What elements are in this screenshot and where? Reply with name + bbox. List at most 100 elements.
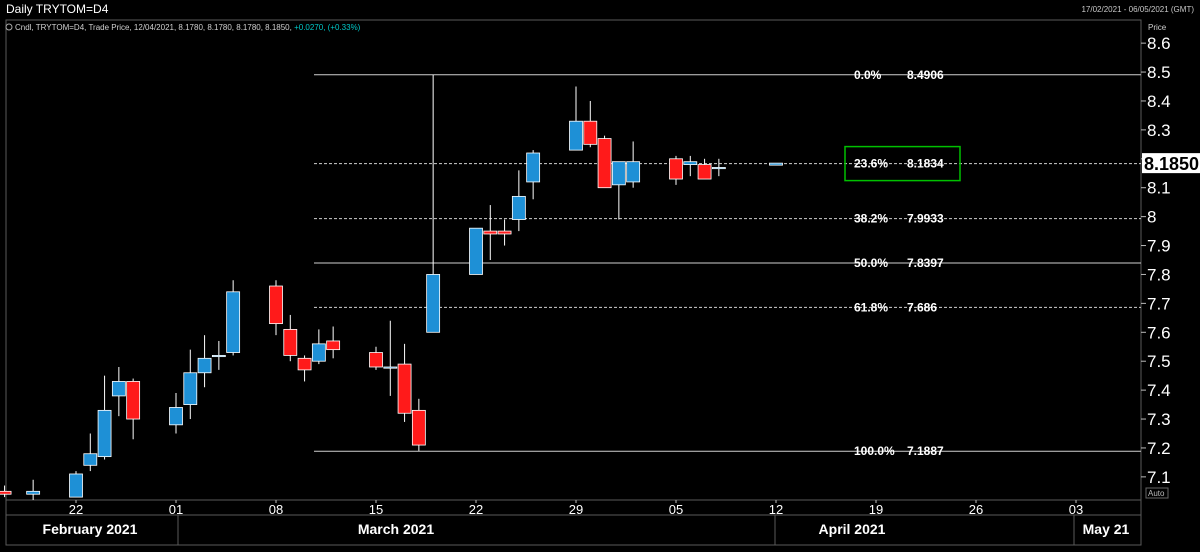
legend-icon xyxy=(5,23,13,31)
candle-body xyxy=(326,340,341,351)
candle[interactable] xyxy=(97,375,112,460)
day-tick-label: 29 xyxy=(569,502,583,517)
candle-body xyxy=(626,161,641,183)
candle-body xyxy=(369,352,383,368)
price-tick-label: 8 xyxy=(1147,208,1156,227)
month-label: March 2021 xyxy=(358,521,434,537)
candle[interactable] xyxy=(197,335,212,388)
candle-body xyxy=(426,274,441,333)
candle-body xyxy=(169,407,183,426)
price-tick-label: 7.9 xyxy=(1147,237,1171,256)
candle-body xyxy=(211,355,226,358)
day-tick-label: 12 xyxy=(769,502,783,517)
candle[interactable] xyxy=(411,398,426,451)
candle[interactable] xyxy=(526,150,541,200)
price-tick-label: 7.3 xyxy=(1147,410,1171,429)
legend-series-info: Cndl, TRYTOM=D4, Trade Price, 12/04/2021… xyxy=(15,23,294,32)
auto-label: Auto xyxy=(1148,489,1165,498)
candle-body xyxy=(111,381,126,397)
candle-body xyxy=(311,343,326,362)
candle[interactable] xyxy=(0,485,12,498)
candle[interactable] xyxy=(769,162,783,166)
candle[interactable] xyxy=(397,343,412,422)
candle[interactable] xyxy=(326,326,341,359)
candle[interactable] xyxy=(469,227,483,275)
month-label: April 2021 xyxy=(819,521,886,537)
day-tick-label: 05 xyxy=(669,502,683,517)
candle[interactable] xyxy=(69,471,83,498)
candle[interactable] xyxy=(183,349,198,420)
fib-level-label: 61.8% 7.686 xyxy=(854,300,937,314)
day-tick-label: 22 xyxy=(469,502,483,517)
price-axis[interactable]: 7.17.27.37.47.57.67.77.87.988.18.28.38.4… xyxy=(1141,34,1171,487)
candle-body xyxy=(383,366,398,369)
candle-body xyxy=(97,409,112,458)
candle-body xyxy=(569,120,583,151)
candle[interactable] xyxy=(83,433,98,472)
candle[interactable] xyxy=(483,205,498,260)
candle[interactable] xyxy=(426,74,441,333)
candle[interactable] xyxy=(597,135,612,189)
price-tick-label: 7.4 xyxy=(1147,381,1171,400)
candle[interactable] xyxy=(611,161,626,220)
candle[interactable] xyxy=(497,219,512,246)
candle[interactable] xyxy=(311,329,326,365)
price-axis-label: Price xyxy=(1148,23,1167,32)
candle[interactable] xyxy=(583,100,598,148)
price-tick-label: 8.1 xyxy=(1147,179,1171,198)
fibonacci-retracement[interactable]: 0.0% 8.4906 23.6% 8.1834 38.2% 7.9933 50.0% 7.8… xyxy=(314,68,1141,458)
price-tick-label: 7.7 xyxy=(1147,294,1171,313)
candles xyxy=(0,74,783,500)
candle-body xyxy=(197,357,212,374)
candle-body xyxy=(226,291,241,353)
month-label: May 21 xyxy=(1083,521,1130,537)
candle-body xyxy=(69,473,83,498)
price-tick-label: 7.8 xyxy=(1147,265,1171,284)
candle-body xyxy=(511,195,526,220)
price-tick-label: 7.5 xyxy=(1147,352,1171,371)
candle-body xyxy=(397,363,412,414)
candle[interactable] xyxy=(126,378,141,440)
candle[interactable] xyxy=(369,346,383,370)
fib-level-label: 0.0% 8.4906 xyxy=(854,68,944,82)
candle[interactable] xyxy=(297,355,312,382)
month-label: February 2021 xyxy=(43,521,138,537)
candle[interactable] xyxy=(511,170,526,232)
candle[interactable] xyxy=(697,158,712,180)
candle[interactable] xyxy=(711,158,726,177)
day-tick-label: 01 xyxy=(169,502,183,517)
date-range: 17/02/2021 - 06/05/2021 (GMT) xyxy=(1081,5,1194,14)
candle[interactable] xyxy=(169,393,183,434)
candle-body xyxy=(283,328,298,356)
time-axis[interactable]: 22 01 08 15 22 29 05 12 19 26 03 February 2021 March… xyxy=(43,500,1130,545)
month-axis-band xyxy=(5,514,1142,546)
candle[interactable] xyxy=(383,320,398,396)
candle[interactable] xyxy=(683,155,698,177)
candle-body xyxy=(126,381,141,420)
candle-body xyxy=(483,230,498,235)
fib-highlight-box xyxy=(844,145,961,182)
last-price-box xyxy=(1142,153,1200,174)
candle[interactable] xyxy=(26,479,41,500)
chart-header: Daily TRYTOM=D4 17/02/2021 - 06/05/2021 … xyxy=(0,0,1200,18)
auto-scale-button[interactable]: Auto xyxy=(1145,487,1169,499)
candle-body xyxy=(183,372,198,405)
candle[interactable] xyxy=(283,314,298,362)
candle-body xyxy=(269,285,283,325)
candle[interactable] xyxy=(626,141,641,188)
candle[interactable] xyxy=(669,155,683,185)
candle[interactable] xyxy=(269,280,283,336)
candle[interactable] xyxy=(226,280,241,356)
price-tick-label: 8.5 xyxy=(1147,63,1171,82)
candle[interactable] xyxy=(111,366,126,417)
candle[interactable] xyxy=(569,86,583,151)
candle-body xyxy=(583,120,598,145)
candle[interactable] xyxy=(211,340,226,370)
fib-level-label: 50.0% 7.8397 xyxy=(854,256,944,270)
candle-body xyxy=(526,152,541,183)
candle-body xyxy=(711,167,726,170)
candle-body xyxy=(683,161,698,165)
last-price-label: 8.1850 xyxy=(1144,154,1199,174)
candle-body xyxy=(497,230,512,235)
